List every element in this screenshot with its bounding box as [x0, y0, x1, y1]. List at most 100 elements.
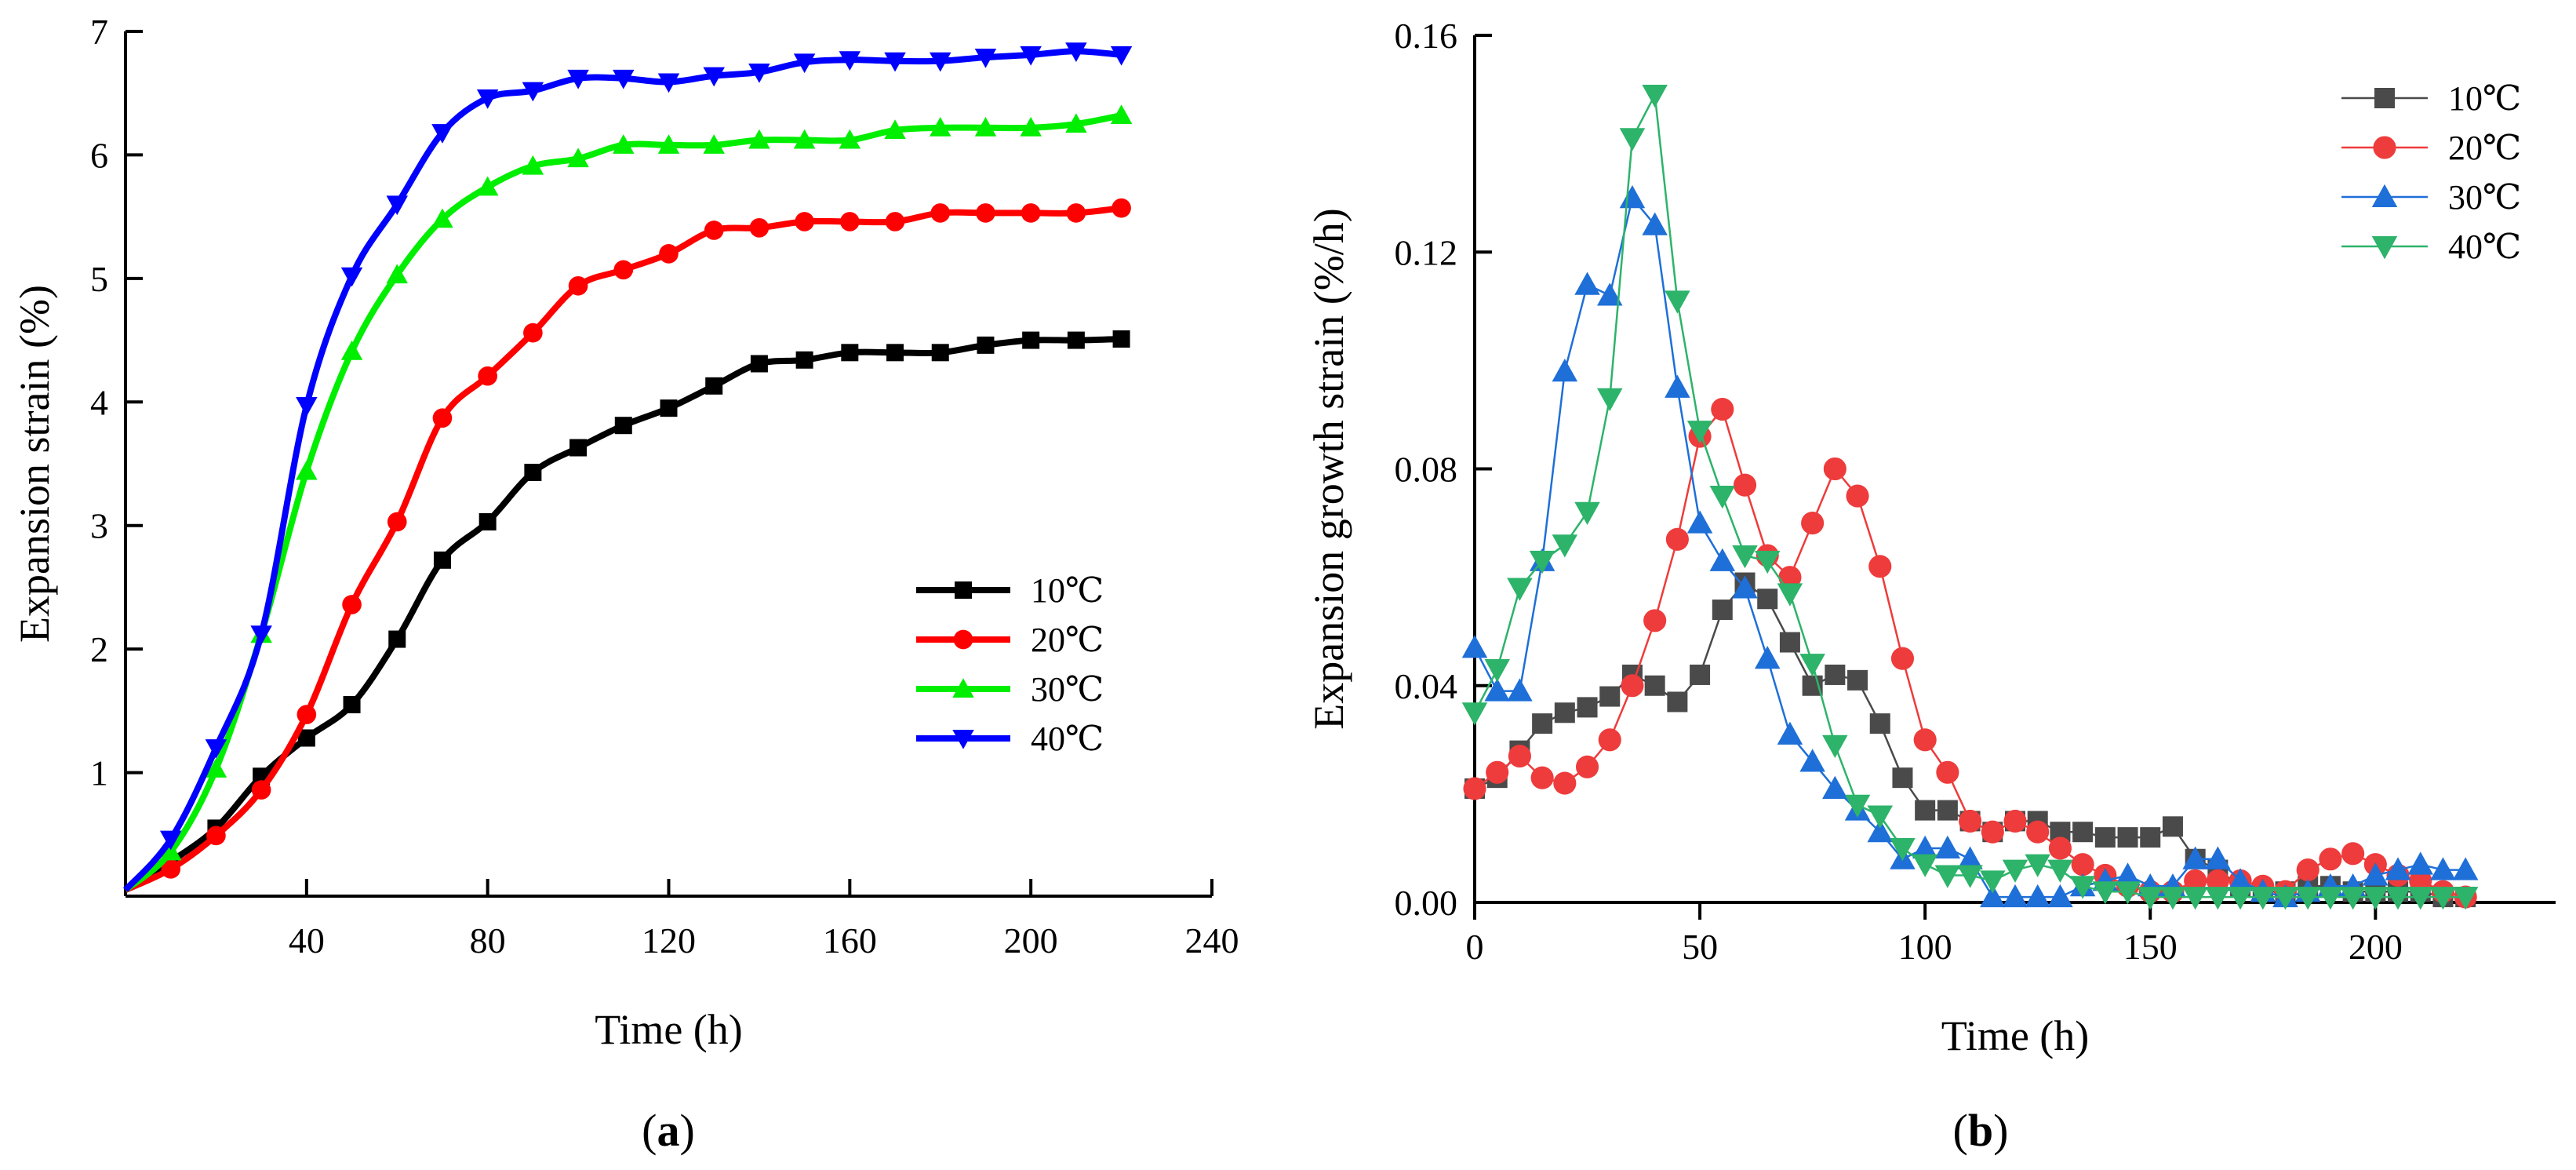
x-tick-label: 150 — [2123, 927, 2178, 967]
data-point — [1067, 331, 1085, 349]
data-point — [1890, 647, 1915, 670]
data-point — [1892, 767, 1913, 789]
data-point — [1937, 800, 1958, 821]
data-point — [2341, 842, 2365, 866]
data-point — [431, 208, 453, 228]
data-point — [795, 351, 813, 369]
legend-marker — [2371, 184, 2398, 207]
data-point — [748, 63, 770, 83]
data-point — [2072, 822, 2094, 843]
data-point — [478, 366, 497, 386]
data-point — [2227, 887, 2254, 910]
data-point — [296, 460, 318, 480]
data-point — [1867, 818, 1893, 843]
data-point — [161, 859, 181, 879]
data-point — [1020, 117, 1042, 137]
data-point — [1599, 686, 1621, 707]
data-point — [1619, 128, 1646, 151]
data-point — [388, 630, 406, 648]
data-point — [1621, 674, 1644, 698]
data-point — [1981, 820, 2004, 844]
data-point — [613, 260, 634, 280]
data-point — [1934, 835, 1961, 858]
data-point — [2385, 857, 2411, 880]
data-point — [205, 758, 227, 778]
data-point — [1822, 734, 1848, 758]
data-point — [1980, 870, 2006, 894]
y-tick-label: 0.12 — [1395, 232, 1458, 272]
data-point — [1552, 358, 1578, 382]
data-point — [2162, 816, 2183, 837]
data-point — [2182, 846, 2208, 869]
data-point — [2452, 887, 2479, 910]
data-point — [432, 408, 453, 428]
legend-marker — [953, 629, 973, 650]
data-point — [1823, 457, 1846, 481]
data-point — [1686, 421, 1713, 444]
y-tick-label: 0.16 — [1395, 16, 1458, 56]
data-point — [2002, 884, 2028, 908]
data-point — [2272, 887, 2298, 910]
data-point — [2385, 887, 2411, 910]
data-point — [1530, 766, 1554, 789]
data-point — [1799, 749, 1825, 772]
legend-label: 40℃ — [2448, 228, 2521, 266]
data-point — [1022, 331, 1040, 349]
data-point — [1754, 550, 1781, 574]
data-point — [2227, 868, 2254, 891]
data-point — [2048, 836, 2072, 860]
data-point — [1733, 473, 1757, 497]
legend: 10℃ 20℃ 30℃ 40℃ — [916, 571, 1104, 758]
data-point — [1461, 635, 1488, 658]
data-point — [1957, 865, 1983, 888]
data-point — [1066, 203, 1086, 223]
legend-label: 30℃ — [2448, 178, 2521, 217]
data-point — [387, 512, 407, 532]
data-point — [2115, 862, 2141, 886]
chart-panel-a: 40 80 120 160 200 240 1 2 3 4 5 6 7 Time (h) Expansion… — [11, 12, 1239, 1156]
y-tick-label: 0.00 — [1395, 883, 1458, 923]
y-tick-label: 0.04 — [1395, 666, 1458, 706]
data-point — [839, 129, 861, 149]
data-point — [2138, 887, 2163, 910]
data-point — [1980, 884, 2006, 908]
data-point — [2319, 847, 2342, 871]
data-point — [930, 117, 951, 137]
data-point — [2047, 884, 2073, 908]
y-tick-label: 2 — [90, 629, 108, 669]
data-point — [1732, 575, 1758, 599]
data-point — [1754, 645, 1781, 669]
data-point — [1778, 566, 1802, 589]
data-point — [250, 625, 272, 646]
data-point — [2409, 869, 2432, 892]
data-point — [930, 203, 951, 223]
data-point — [886, 344, 904, 362]
data-point — [523, 323, 543, 343]
data-point — [431, 124, 453, 144]
data-point — [840, 212, 860, 231]
data-point — [614, 417, 632, 435]
data-point — [704, 221, 724, 240]
data-point — [1461, 702, 1488, 726]
legend-label: 30℃ — [1031, 670, 1104, 709]
data-point — [1709, 486, 1736, 509]
data-point — [478, 512, 497, 530]
data-point — [931, 344, 949, 362]
data-point — [974, 49, 997, 68]
data-point — [340, 340, 363, 360]
x-tick-label: 160 — [823, 920, 877, 960]
data-point — [1598, 728, 1621, 752]
data-point — [159, 840, 182, 861]
data-point — [524, 464, 542, 482]
data-point — [476, 89, 499, 109]
data-point — [884, 52, 906, 72]
panel-label-letter: b — [1968, 1105, 1993, 1156]
data-point — [1847, 669, 1868, 691]
data-point — [1825, 664, 1846, 685]
data-point — [567, 69, 589, 89]
data-point — [705, 377, 723, 395]
legend-marker — [955, 581, 972, 599]
data-point — [522, 155, 544, 175]
legend-label: 20℃ — [2448, 129, 2521, 167]
